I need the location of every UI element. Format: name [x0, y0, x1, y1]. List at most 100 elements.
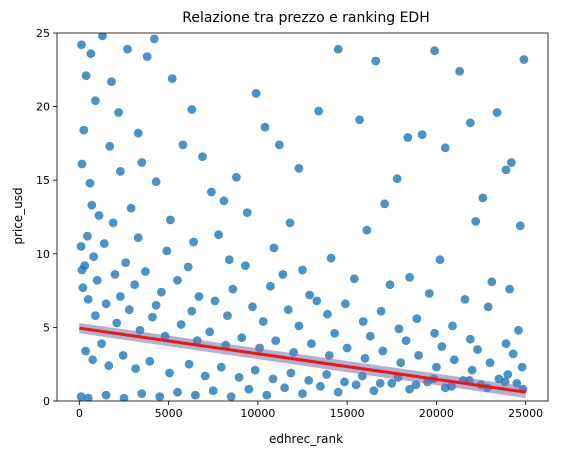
scatter-point: [501, 165, 511, 175]
scatter-point: [387, 378, 397, 388]
scatter-point: [87, 200, 97, 210]
scatter-point: [157, 287, 166, 297]
scatter-point: [307, 339, 316, 348]
scatter-point: [269, 243, 279, 253]
scatter-point: [116, 292, 125, 301]
scatter-point: [519, 55, 529, 64]
scatter-point: [86, 49, 96, 58]
scatter-point: [365, 331, 375, 341]
scatter-point: [305, 290, 314, 300]
scatter-point: [394, 324, 404, 334]
scatter-point: [283, 305, 293, 315]
scatter-point: [414, 351, 423, 360]
scatter-point: [385, 280, 395, 290]
scatter-point: [440, 143, 450, 153]
scatter-point: [360, 353, 370, 363]
scatter-point: [79, 125, 89, 135]
scatter-point: [118, 351, 128, 360]
scatter-point: [378, 346, 388, 356]
scatter-point: [285, 218, 295, 228]
scatter-point: [430, 46, 439, 56]
scatter-point: [455, 66, 464, 76]
scatter-point: [314, 106, 323, 116]
scatter-point: [449, 355, 459, 365]
scatter-point: [162, 246, 172, 256]
x-axis-label: edhrec_rank: [269, 432, 343, 446]
scatter-point: [362, 225, 372, 235]
scatter-point: [194, 292, 204, 301]
scatter-point: [77, 265, 87, 275]
scatter-point: [324, 351, 334, 360]
scatter-point: [89, 252, 98, 262]
scatter-point: [224, 255, 234, 265]
scatter-point: [112, 318, 122, 328]
regression-line-layer: [79, 326, 526, 394]
scatter-point: [517, 362, 527, 372]
scatter-point: [430, 328, 439, 338]
scatter-point: [478, 193, 488, 203]
scatter-point: [142, 52, 152, 61]
scatter-point: [501, 339, 511, 348]
scatter-point: [223, 311, 232, 320]
scatter-point: [405, 273, 414, 282]
scatter-point: [126, 203, 136, 213]
scatter-point: [514, 325, 523, 335]
scatter-point: [101, 299, 111, 309]
x-axis-ticks: 0 5000 10000 15000 20000 25000: [76, 401, 543, 420]
scatter-point: [178, 140, 188, 150]
scatter-point: [187, 105, 197, 114]
scatter-point: [187, 306, 197, 316]
scatter-point: [237, 333, 247, 343]
scatter-point: [437, 342, 447, 351]
scatter-point: [392, 174, 402, 184]
scatter-point: [298, 265, 307, 275]
scatter-point: [278, 270, 288, 279]
x-tick-label: 15000: [330, 407, 365, 420]
scatter-point: [330, 328, 339, 338]
scatter-point: [149, 34, 159, 44]
scatter-point: [119, 393, 129, 401]
scatter-point: [110, 270, 120, 279]
scatter-point: [304, 376, 314, 385]
scatter-point: [280, 383, 289, 393]
scatter-point: [130, 280, 140, 290]
scatter-point: [105, 141, 115, 151]
scatter-point: [228, 284, 238, 294]
scatter-point: [88, 355, 98, 365]
scatter-point: [294, 321, 304, 331]
scatter-point: [467, 365, 477, 375]
scatter-point: [312, 296, 322, 306]
scatter-point: [232, 172, 241, 182]
scatter-point: [133, 128, 143, 138]
scatter-point: [133, 233, 143, 243]
scatter-layer: [76, 33, 529, 401]
scatter-point: [268, 374, 278, 384]
scatter-point: [76, 242, 86, 251]
scatter-point: [505, 284, 514, 294]
scatter-point: [503, 370, 513, 379]
scatter-point: [333, 387, 343, 397]
scatter-point: [234, 373, 244, 382]
scatter-point: [340, 377, 349, 387]
scatter-point: [380, 199, 389, 209]
scatter-point: [349, 274, 359, 284]
scatter-point: [183, 262, 193, 272]
scatter-point: [99, 239, 109, 248]
x-tick-label: 0: [76, 407, 83, 420]
scatter-point: [471, 217, 481, 226]
scatter-point: [371, 56, 381, 66]
scatter-point: [508, 349, 518, 359]
scatter-point: [77, 159, 87, 169]
scatter-point: [323, 309, 332, 319]
scatter-point: [244, 384, 254, 394]
scatter-point: [85, 178, 95, 188]
scatter-point: [322, 370, 331, 379]
scatter-point: [266, 281, 275, 291]
scatter-point: [107, 77, 116, 86]
scatter-point: [165, 368, 174, 378]
scatter-point: [405, 384, 414, 394]
scatter-point: [214, 230, 224, 240]
scatter-point: [121, 258, 131, 267]
